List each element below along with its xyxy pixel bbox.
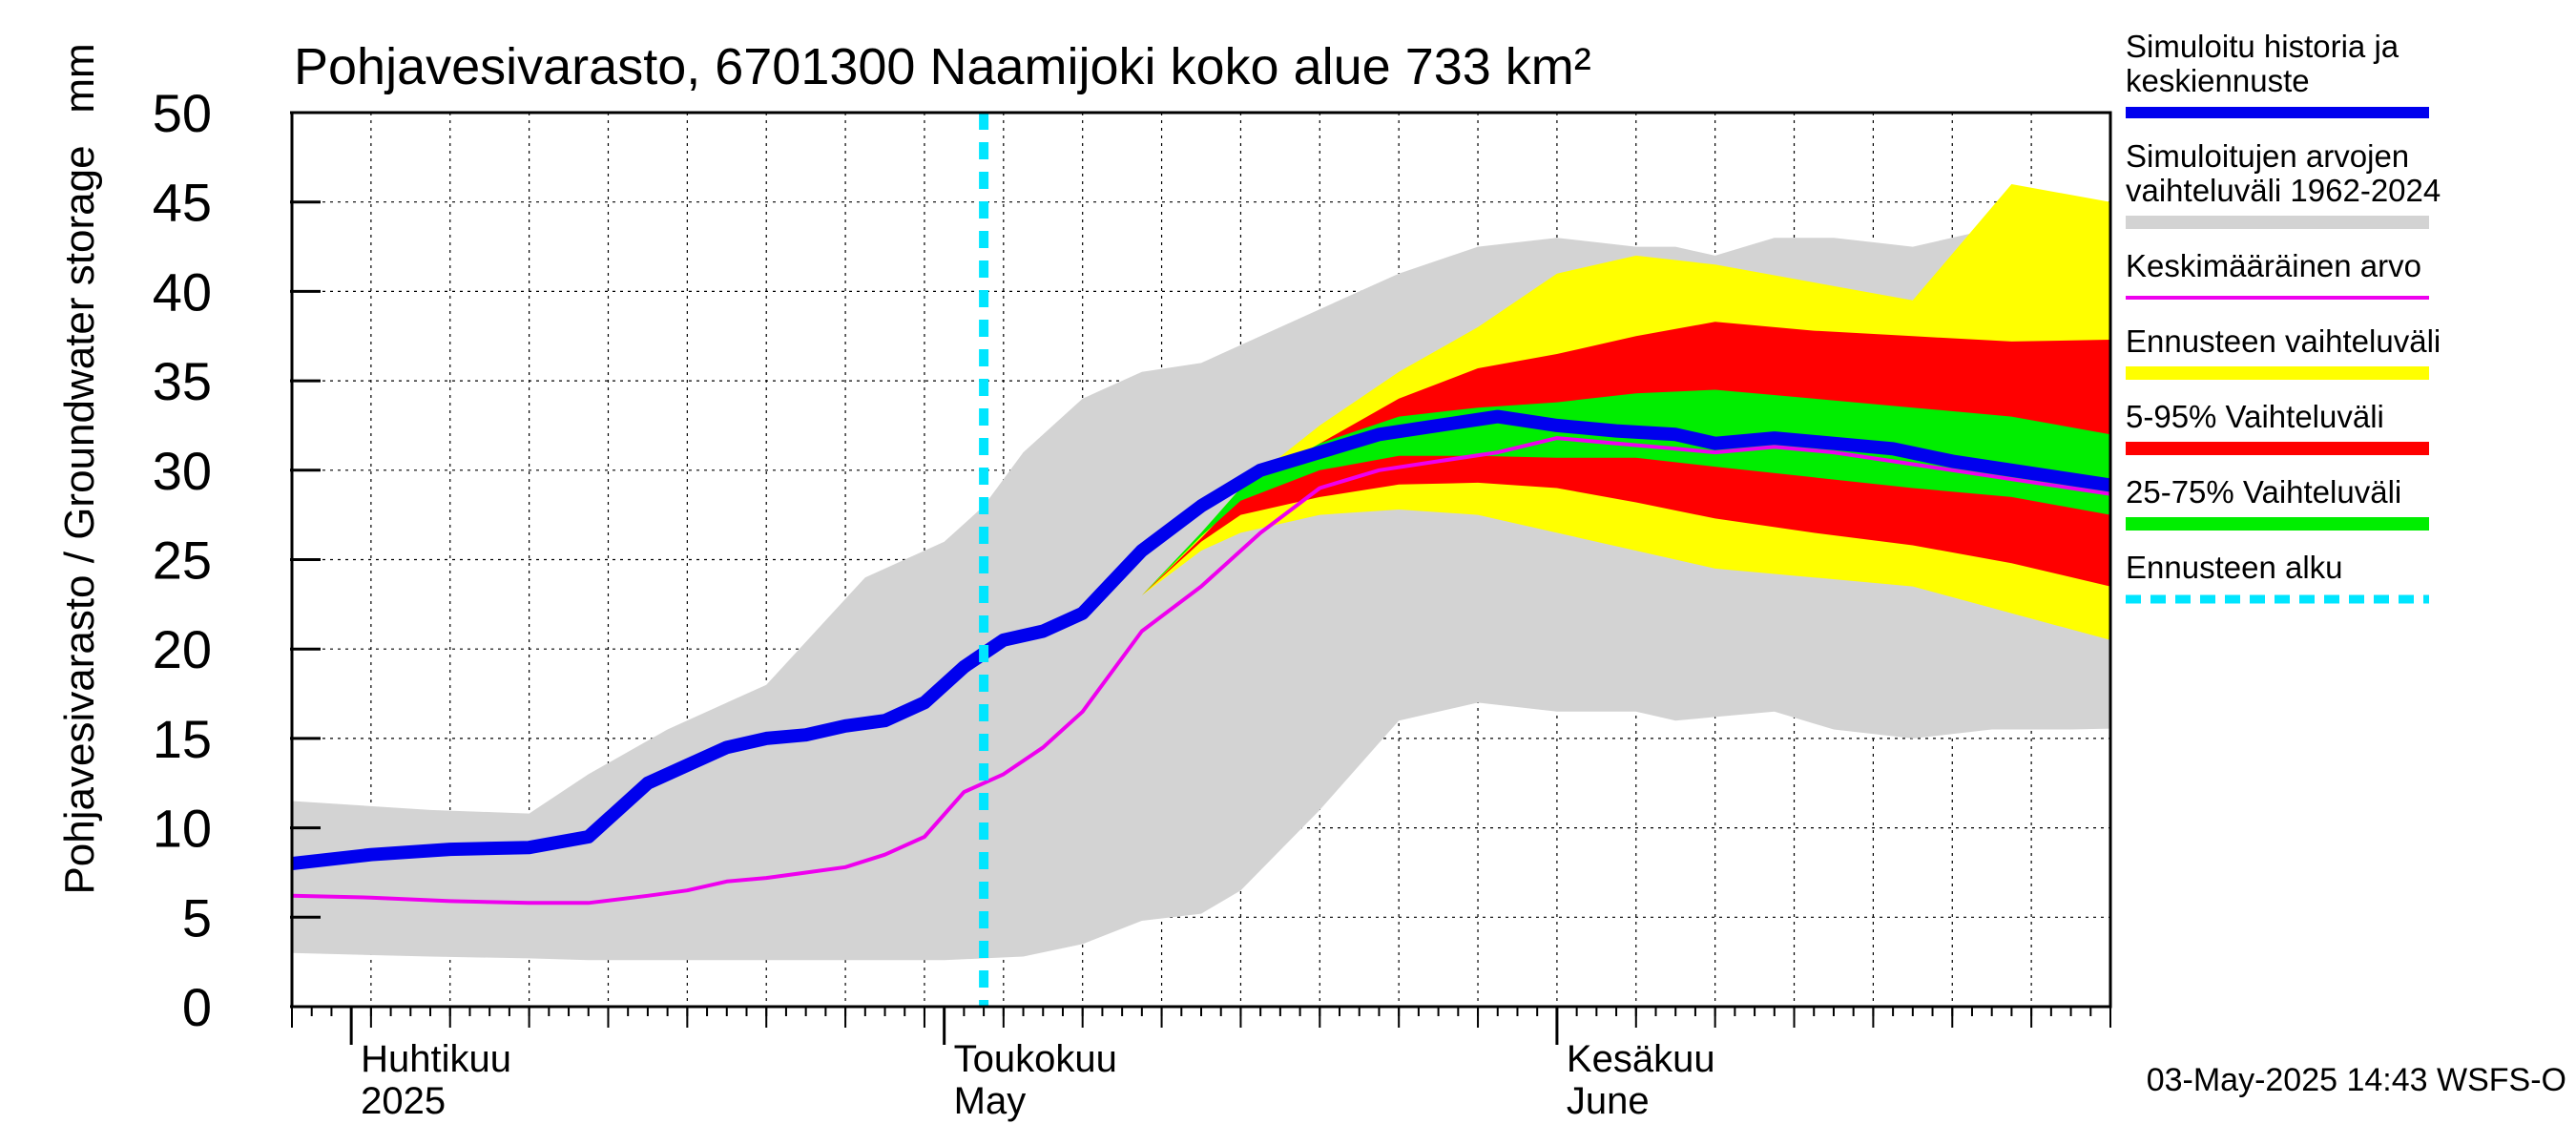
timestamp: 03-May-2025 14:43 WSFS-O — [2147, 1062, 2566, 1098]
x-month-label: Kesäkuu — [1567, 1038, 1715, 1080]
x-month-sublabel: June — [1567, 1080, 1650, 1122]
y-tick-label: 45 — [153, 173, 212, 233]
legend-label: 25-75% Vaihteluväli — [2126, 474, 2401, 510]
legend-label: Keskimääräinen arvo — [2126, 248, 2421, 283]
legend-label: Simuloitujen arvojen — [2126, 138, 2409, 174]
line-simuloitu-historia-ja-keskiennuste — [292, 409, 2110, 871]
x-month-sublabel: May — [954, 1080, 1027, 1122]
y-tick-label: 35 — [153, 351, 212, 411]
legend-label: Simuloitu historia ja — [2126, 29, 2399, 64]
lines-layer — [292, 409, 2110, 906]
x-month-label: Huhtikuu — [361, 1038, 511, 1080]
legend-label: vaihteluväli 1962-2024 — [2126, 173, 2441, 208]
y-tick-label: 5 — [182, 887, 212, 947]
x-month-sublabel: 2025 — [361, 1080, 446, 1122]
legend-label: 5-95% Vaihteluväli — [2126, 399, 2384, 434]
chart-title: Pohjavesivarasto, 6701300 Naamijoki koko… — [294, 38, 1591, 95]
band-25-75-vaihteluv-li — [984, 389, 2110, 662]
y-axis-label: Pohjavesivarasto / Groundwater storage — [56, 145, 103, 894]
legend-label: Ennusteen vaihteluväli — [2126, 323, 2441, 359]
line-keskim-r-inen-arvo — [292, 436, 2110, 906]
y-tick-label: 50 — [153, 83, 212, 143]
x-month-label: Toukokuu — [954, 1038, 1117, 1080]
legend-label: Ennusteen alku — [2126, 550, 2343, 585]
y-tick-label: 40 — [153, 261, 212, 322]
y-tick-label: 15 — [153, 709, 212, 769]
y-tick-label: 30 — [153, 441, 212, 501]
y-tick-label: 25 — [153, 531, 212, 591]
y-axis: 0 5 10 15 20 25 30 35 40 45 50 — [153, 83, 321, 1037]
legend-label: keskiennuste — [2126, 63, 2310, 98]
y-axis-unit: mm — [56, 43, 103, 113]
y-tick-label: 10 — [153, 799, 212, 859]
y-tick-label: 0 — [182, 977, 212, 1037]
y-tick-label: 20 — [153, 619, 212, 679]
